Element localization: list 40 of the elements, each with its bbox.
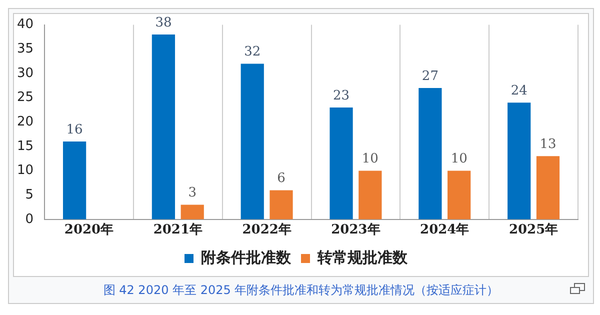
y-tick-label: 40 [16,17,34,32]
data-label: 10 [362,152,378,167]
bar [508,102,531,220]
caption: 图 42 2020 年至 2025 年附条件批准和转为常规批准情况（按适应症计） [102,282,500,299]
bar [270,190,293,220]
data-label: 23 [333,88,350,104]
bar [62,142,86,220]
data-label: 10 [450,152,468,167]
data-label: 3 [188,186,196,201]
data-label: 6 [277,171,286,186]
x-tick-label: 2025年 [508,222,558,238]
x-tick-label: 2020年 [64,222,114,238]
bar [180,204,204,220]
x-tick-label: 2024年 [420,222,470,238]
bar [448,170,471,220]
y-tick-label: 10 [16,163,34,178]
data-label: 27 [422,68,438,84]
bar [536,156,560,220]
x-tick-label: 2022年 [242,222,292,238]
bar [418,88,442,220]
data-label: 38 [155,15,172,30]
data-label: 32 [244,44,261,60]
data-label: 24 [510,84,528,99]
y-tick-label: 25 [16,90,34,106]
y-tick-label: 0 [25,212,34,227]
bar [152,34,176,220]
y-tick-label: 30 [16,66,34,81]
data-label: 13 [540,137,556,152]
y-tick-label: 15 [16,138,34,154]
x-tick-label: 2021年 [153,222,202,238]
bar [358,170,382,220]
y-tick-label: 20 [16,114,34,130]
y-tick-label: 5 [25,187,34,202]
y-tick-label: 35 [16,42,34,56]
data-label: 16 [66,122,83,138]
x-tick-label: 2023年 [331,222,380,238]
legend-label: 转常规批准数 [316,248,408,266]
legend-label: 附条件批准数 [201,248,292,266]
bar [330,108,353,220]
bar [240,64,264,220]
